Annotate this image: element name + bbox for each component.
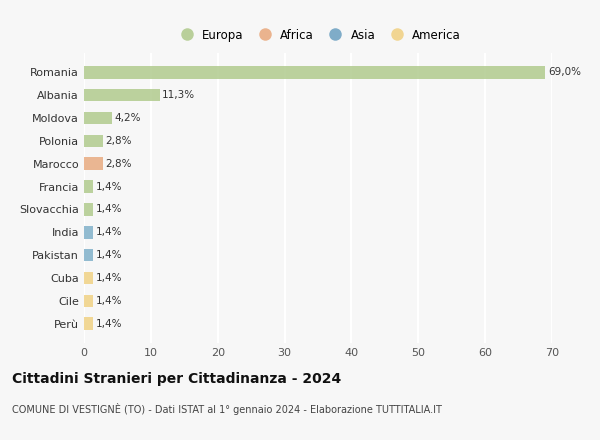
Text: 69,0%: 69,0%	[548, 67, 581, 77]
Bar	[84, 66, 545, 79]
Bar	[84, 203, 94, 216]
Bar	[84, 89, 160, 102]
Text: 2,8%: 2,8%	[106, 136, 132, 146]
Bar	[84, 112, 112, 124]
Text: 1,4%: 1,4%	[96, 296, 122, 306]
Text: 1,4%: 1,4%	[96, 182, 122, 191]
Bar	[84, 135, 103, 147]
Text: 4,2%: 4,2%	[115, 113, 141, 123]
Bar	[84, 158, 103, 170]
Bar	[84, 249, 94, 261]
Text: Cittadini Stranieri per Cittadinanza - 2024: Cittadini Stranieri per Cittadinanza - 2…	[12, 372, 341, 386]
Bar	[84, 180, 94, 193]
Text: 1,4%: 1,4%	[96, 227, 122, 237]
Bar	[84, 272, 94, 284]
Legend: Europa, Africa, Asia, America: Europa, Africa, Asia, America	[170, 24, 466, 46]
Bar	[84, 294, 94, 307]
Text: 2,8%: 2,8%	[106, 159, 132, 169]
Bar	[84, 317, 94, 330]
Text: 1,4%: 1,4%	[96, 205, 122, 214]
Text: 1,4%: 1,4%	[96, 250, 122, 260]
Text: 1,4%: 1,4%	[96, 319, 122, 329]
Text: 1,4%: 1,4%	[96, 273, 122, 283]
Text: 11,3%: 11,3%	[162, 90, 196, 100]
Text: COMUNE DI VESTIGNÈ (TO) - Dati ISTAT al 1° gennaio 2024 - Elaborazione TUTTITALI: COMUNE DI VESTIGNÈ (TO) - Dati ISTAT al …	[12, 403, 442, 414]
Bar	[84, 226, 94, 238]
